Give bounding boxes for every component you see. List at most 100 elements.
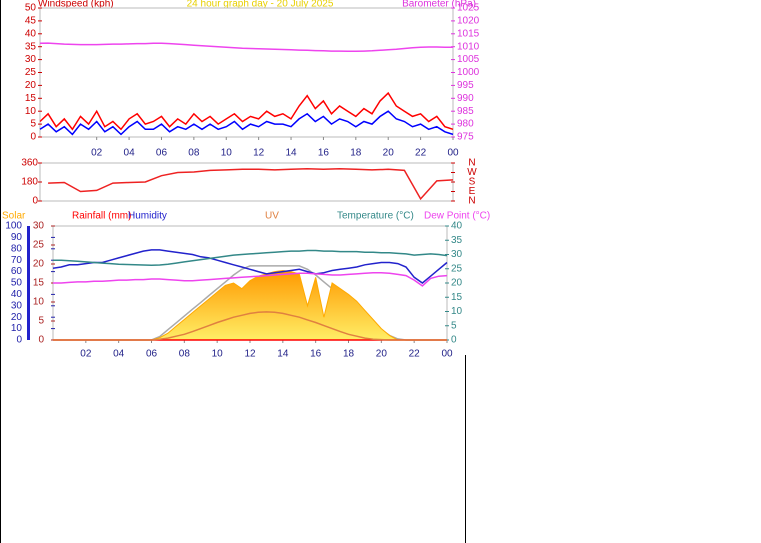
x-tick-label: 08	[188, 148, 200, 159]
series-line	[39, 110, 454, 136]
y2-tick-label: 990	[457, 93, 474, 104]
legend-entry: UV	[265, 211, 279, 222]
x-tick-label: 16	[310, 349, 322, 360]
y-tick-label: 90	[11, 232, 23, 243]
x-tick-label: 14	[285, 148, 297, 159]
y-tick-label: 50	[11, 278, 23, 289]
plot-area	[39, 7, 454, 138]
y2-tick-label: 35	[451, 235, 463, 246]
y3-tick-label: 15	[33, 278, 45, 289]
y2-tick-label: 5	[451, 320, 457, 331]
y3-tick-label: 5	[38, 316, 44, 327]
y2-tick-label: 10	[451, 306, 463, 317]
y2-tick-label: 975	[457, 132, 474, 143]
x-tick-label: 02	[91, 148, 103, 159]
y-tick-label: 0	[32, 196, 38, 207]
legend-entry: Solar	[2, 211, 26, 222]
y-tick-label: 60	[11, 266, 23, 277]
series-line	[52, 249, 448, 284]
y-tick-label: 180	[21, 177, 38, 188]
y2-tick-label: W	[467, 167, 477, 178]
y2-tick-label: 20	[451, 278, 463, 289]
y2-tick-label: 980	[457, 119, 474, 130]
series-line	[53, 271, 448, 287]
y2-tick-label: 985	[457, 106, 474, 117]
y2-tick-label: 1015	[457, 28, 480, 39]
x-tick-label: 06	[146, 349, 158, 360]
y-tick-label: 5	[30, 119, 36, 130]
y2-tick-label: 1005	[457, 54, 480, 65]
y2-tick-label: 995	[457, 80, 474, 91]
x-tick-label: 18	[343, 349, 355, 360]
y-tick-label: 0	[30, 132, 36, 143]
x-tick-label: 00	[441, 349, 453, 360]
series-line	[39, 91, 454, 131]
y2-tick-label: 1000	[457, 67, 480, 78]
y3-tick-label: 0	[38, 335, 44, 346]
y-tick-label: 360	[21, 158, 38, 169]
y-tick-label: 10	[25, 106, 37, 117]
x-tick-label: 12	[253, 148, 265, 159]
y-tick-label: 40	[25, 28, 37, 39]
x-tick-label: 20	[383, 148, 395, 159]
series-line	[53, 311, 447, 341]
x-tick-label: 06	[156, 148, 168, 159]
x-tick-label: 02	[80, 349, 92, 360]
x-tick-label: 14	[277, 349, 289, 360]
y2-tick-label: S	[469, 177, 476, 188]
y-tick-label: 30	[11, 300, 23, 311]
y-tick-label: 70	[11, 255, 23, 266]
x-tick-label: 16	[318, 148, 330, 159]
y-tick-label: 0	[16, 335, 22, 346]
y2-tick-label: E	[469, 186, 476, 197]
y-tick-label: 80	[11, 243, 23, 254]
x-tick-label: 22	[415, 148, 427, 159]
y2-tick-label: 25	[451, 263, 463, 274]
x-tick-label: 10	[212, 349, 224, 360]
y3-tick-label: 25	[33, 240, 45, 251]
y3-tick-label: 30	[33, 221, 45, 232]
x-tick-label: 20	[376, 349, 388, 360]
humidity-axis-bar	[27, 226, 30, 340]
y-tick-label: 15	[25, 93, 37, 104]
y2-tick-label: N	[468, 196, 475, 207]
y2-tick-label: N	[468, 158, 475, 169]
y-tick-label: 100	[5, 221, 22, 232]
legend-entry: Humidity	[128, 211, 167, 222]
legend-entry: Dew Point (°C)	[424, 211, 490, 222]
y-tick-label: 45	[25, 16, 37, 27]
y-tick-label: 25	[25, 67, 37, 78]
y-axis-label: Windspeed (kph)	[38, 0, 114, 10]
series-line	[48, 168, 454, 201]
y2-tick-label: 1020	[457, 16, 480, 27]
x-tick-label: 00	[447, 148, 459, 159]
y2-axis-label: Barometer (hPa)	[402, 0, 476, 10]
y2-tick-label: 15	[451, 292, 463, 303]
y3-tick-label: 10	[33, 297, 45, 308]
x-tick-label: 04	[124, 148, 136, 159]
y-tick-label: 30	[25, 54, 37, 65]
y2-tick-label: 0	[451, 335, 457, 346]
y3-tick-label: 20	[33, 259, 45, 270]
y2-tick-label: 1025	[457, 3, 480, 14]
x-tick-label: 04	[113, 349, 125, 360]
y-tick-label: 35	[25, 41, 37, 52]
y-tick-label: 40	[11, 289, 23, 300]
x-tick-label: 08	[179, 349, 191, 360]
x-tick-label: 22	[409, 349, 421, 360]
y2-tick-label: 1010	[457, 41, 480, 52]
y-tick-label: 50	[25, 3, 37, 14]
y2-tick-label: 40	[451, 221, 463, 232]
series-line	[39, 42, 453, 53]
chart-title: 24 hour graph day - 20 July 2025	[187, 0, 334, 10]
x-tick-label: 12	[244, 349, 256, 360]
x-tick-label: 10	[221, 148, 233, 159]
y-tick-label: 20	[11, 312, 23, 323]
legend-entry: Temperature (°C)	[337, 211, 414, 222]
series-line	[53, 249, 448, 267]
y2-tick-label: 30	[451, 249, 463, 260]
x-tick-label: 18	[350, 148, 362, 159]
y-tick-label: 10	[11, 323, 23, 334]
legend-entry: Rainfall (mm)	[72, 211, 131, 222]
